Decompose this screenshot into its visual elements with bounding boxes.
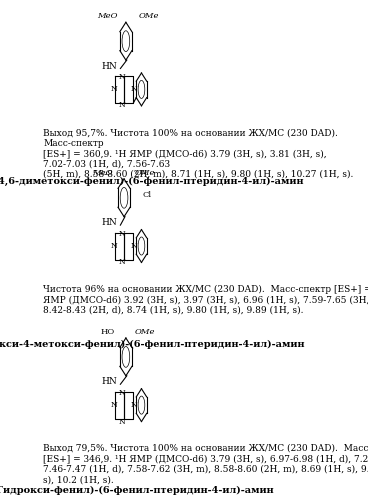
Text: N: N <box>130 242 137 250</box>
Text: N: N <box>118 258 125 266</box>
Text: N: N <box>111 86 117 94</box>
Text: N: N <box>111 401 117 409</box>
Text: N: N <box>118 230 125 237</box>
Text: HN: HN <box>102 62 118 70</box>
Text: (3-Гидрокси-4-метокси-фенил)-(6-фенил-птеридин-4-ил)-амин: (3-Гидрокси-4-метокси-фенил)-(6-фенил-пт… <box>0 340 305 348</box>
Text: N: N <box>118 101 125 109</box>
Text: OMe: OMe <box>135 169 156 177</box>
Text: N: N <box>118 73 125 81</box>
Text: N: N <box>118 418 125 426</box>
Text: MeO: MeO <box>92 169 112 177</box>
Text: (4-Гидрокси-фенил)-(6-фенил-птеридин-4-ил)-амин: (4-Гидрокси-фенил)-(6-фенил-птеридин-4-и… <box>0 486 274 494</box>
Text: Выход 79,5%. Чистота 100% на основании ЖХ/МС (230 DAD).  Масс-спектр
[ES+] = 346: Выход 79,5%. Чистота 100% на основании Ж… <box>43 444 368 484</box>
Text: (3-Хлор-4,6-диметокси-фенил)-(6-фенил-птеридин-4-ил)-амин: (3-Хлор-4,6-диметокси-фенил)-(6-фенил-пт… <box>0 176 304 186</box>
Text: N: N <box>118 388 125 396</box>
Text: N: N <box>130 401 137 409</box>
Text: HN: HN <box>102 378 118 386</box>
Text: OMe: OMe <box>139 12 159 20</box>
Text: N: N <box>130 86 137 94</box>
Text: HO: HO <box>100 328 115 336</box>
Text: N: N <box>111 242 117 250</box>
Text: Cl: Cl <box>142 192 152 200</box>
Text: Чистота 96% на основании ЖХ/МС (230 DAD).  Масс-спектр [ES+] = 394,9. ¹H
ЯМР (ДМ: Чистота 96% на основании ЖХ/МС (230 DAD)… <box>43 285 368 314</box>
Text: Выход 95,7%. Чистота 100% на основании ЖХ/МС (230 DAD).  Масс-спектр
[ES+] = 360: Выход 95,7%. Чистота 100% на основании Ж… <box>43 128 354 179</box>
Text: HN: HN <box>102 218 118 227</box>
Text: MeO: MeO <box>97 12 118 20</box>
Text: OMe: OMe <box>135 328 156 336</box>
